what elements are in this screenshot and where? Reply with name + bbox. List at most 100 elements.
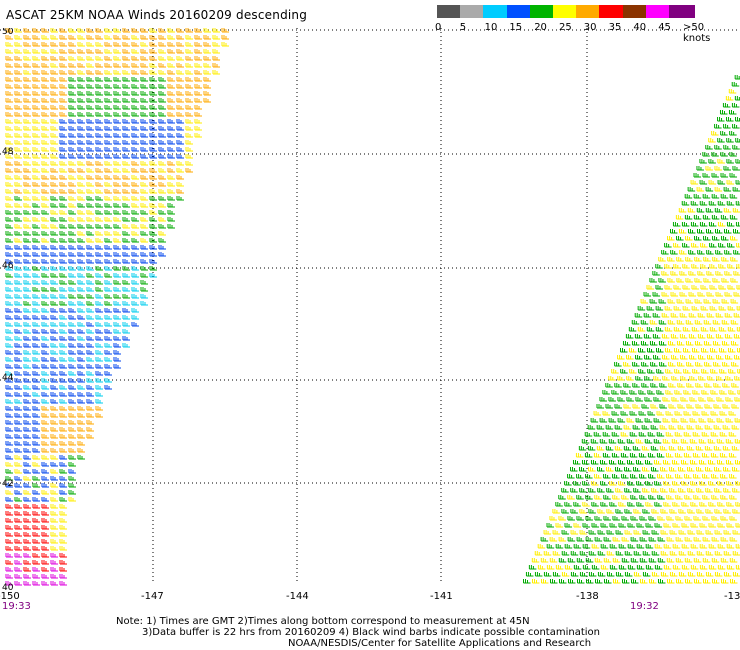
wind-barb — [50, 420, 58, 425]
wind-barb — [717, 159, 725, 164]
wind-barb — [590, 460, 599, 465]
wind-barb — [23, 63, 31, 68]
wind-barb — [677, 383, 685, 388]
wind-barb — [122, 343, 130, 348]
wind-barb — [86, 28, 94, 33]
wind-barb — [122, 224, 130, 229]
wind-barb — [712, 320, 721, 325]
wind-barb — [59, 259, 67, 264]
wind-barb — [720, 474, 728, 479]
wind-barb — [59, 364, 67, 369]
wind-barb — [706, 313, 715, 318]
wind-barb — [734, 355, 740, 360]
wind-barb — [59, 98, 67, 103]
wind-barb — [104, 182, 112, 187]
wind-barb — [140, 196, 148, 201]
lat-label: 48 — [2, 147, 14, 157]
wind-barb — [711, 516, 719, 521]
wind-barb — [50, 518, 58, 523]
wind-barb — [176, 84, 184, 89]
wind-barb — [721, 257, 729, 262]
wind-barb — [59, 77, 67, 82]
wind-barb — [735, 222, 740, 227]
wind-barb — [615, 572, 624, 577]
wind-barb — [149, 77, 157, 82]
wind-barb — [104, 343, 112, 348]
wind-barb — [32, 322, 40, 327]
wind-barb — [23, 259, 31, 264]
wind-barb — [689, 376, 697, 381]
wind-barb — [50, 567, 58, 572]
wind-barb — [176, 28, 184, 33]
wind-barb — [158, 210, 166, 215]
wind-barb — [32, 189, 40, 194]
wind-barb — [32, 371, 40, 376]
wind-barb — [122, 231, 130, 236]
wind-barb — [694, 341, 703, 346]
wind-barb — [113, 70, 121, 75]
wind-barb — [113, 231, 121, 236]
wind-barb — [113, 364, 121, 369]
wind-barb — [59, 28, 67, 33]
wind-barb — [95, 140, 103, 145]
wind-barb — [676, 320, 685, 325]
wind-barb — [5, 406, 13, 411]
wind-barb — [95, 315, 103, 320]
wind-barb — [122, 63, 130, 68]
wind-barb — [158, 28, 166, 33]
wind-barb — [620, 369, 628, 374]
wind-barb — [104, 203, 112, 208]
lat-label: 40 — [2, 583, 14, 593]
wind-barb — [719, 369, 727, 374]
wind-barb — [32, 490, 40, 495]
wind-barb — [113, 224, 121, 229]
wind-barb — [534, 551, 543, 556]
wind-barb — [131, 168, 139, 173]
wind-barb — [131, 84, 139, 89]
wind-barb — [68, 406, 76, 411]
wind-barb — [591, 481, 599, 486]
wind-barb — [726, 523, 735, 528]
wind-barb — [158, 231, 166, 236]
wind-barb — [95, 147, 103, 152]
wind-barb — [727, 327, 736, 332]
wind-barb — [687, 208, 696, 213]
wind-barb — [654, 565, 663, 570]
lat-label: 46 — [2, 261, 14, 271]
wind-barb — [104, 168, 112, 173]
wind-barb — [731, 404, 739, 409]
wind-barb — [149, 91, 157, 96]
wind-barb — [32, 357, 40, 362]
wind-barb — [167, 140, 175, 145]
wind-barb — [689, 355, 697, 360]
wind-barb — [675, 474, 683, 479]
wind-barb — [176, 70, 184, 75]
wind-barb — [167, 154, 175, 159]
wind-barb — [32, 154, 40, 159]
wind-barb — [158, 245, 166, 250]
wind-barb — [86, 329, 94, 334]
wind-barb — [549, 537, 558, 542]
wind-barb — [113, 238, 121, 243]
wind-barb — [534, 572, 543, 577]
wind-barb — [68, 140, 76, 145]
wind-barb — [723, 187, 732, 192]
wind-barb — [5, 567, 13, 572]
wind-barb — [5, 294, 13, 299]
wind-barb — [5, 448, 13, 453]
wind-barb — [122, 245, 130, 250]
wind-barb — [644, 418, 653, 423]
wind-barb — [612, 558, 621, 563]
wind-barb — [638, 348, 646, 353]
wind-barb — [41, 238, 49, 243]
wind-barb — [32, 280, 40, 285]
wind-barb — [41, 357, 49, 362]
wind-barb — [104, 133, 112, 138]
wind-barb — [670, 250, 678, 255]
wind-barb — [194, 49, 202, 54]
wind-barb — [167, 203, 175, 208]
wind-barb — [561, 488, 569, 493]
wind-barb — [167, 105, 175, 110]
wind-barb — [582, 502, 590, 507]
wind-barb — [541, 579, 549, 584]
